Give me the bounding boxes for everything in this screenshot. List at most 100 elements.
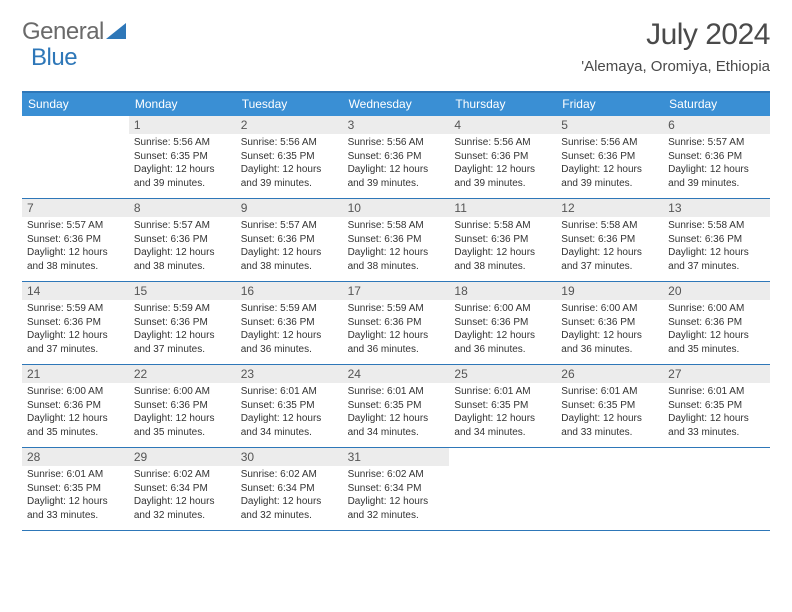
day-number: 24: [343, 365, 450, 383]
daylight-text: Daylight: 12 hours and 37 minutes.: [134, 329, 231, 356]
sunrise-text: Sunrise: 5:56 AM: [348, 136, 445, 150]
day-number: 6: [663, 116, 770, 134]
day-info: Sunrise: 6:00 AMSunset: 6:36 PMDaylight:…: [129, 383, 236, 443]
daylight-text: Daylight: 12 hours and 38 minutes.: [241, 246, 338, 273]
sunset-text: Sunset: 6:35 PM: [241, 399, 338, 413]
day-cell: 8Sunrise: 5:57 AMSunset: 6:36 PMDaylight…: [129, 199, 236, 281]
sunrise-text: Sunrise: 5:56 AM: [561, 136, 658, 150]
dow-thursday: Thursday: [449, 93, 556, 116]
day-cell: 2Sunrise: 5:56 AMSunset: 6:35 PMDaylight…: [236, 116, 343, 198]
sunset-text: Sunset: 6:36 PM: [561, 316, 658, 330]
day-number: 5: [556, 116, 663, 134]
sunrise-text: Sunrise: 5:57 AM: [134, 219, 231, 233]
day-number: 12: [556, 199, 663, 217]
day-number: 14: [22, 282, 129, 300]
day-number: 16: [236, 282, 343, 300]
sunrise-text: Sunrise: 6:02 AM: [134, 468, 231, 482]
daylight-text: Daylight: 12 hours and 33 minutes.: [561, 412, 658, 439]
day-info: Sunrise: 6:00 AMSunset: 6:36 PMDaylight:…: [663, 300, 770, 360]
sunrise-text: Sunrise: 5:56 AM: [454, 136, 551, 150]
sunrise-text: Sunrise: 5:59 AM: [241, 302, 338, 316]
sunrise-text: Sunrise: 5:59 AM: [134, 302, 231, 316]
day-number: 28: [22, 448, 129, 466]
daylight-text: Daylight: 12 hours and 38 minutes.: [348, 246, 445, 273]
sunset-text: Sunset: 6:36 PM: [454, 233, 551, 247]
day-info: Sunrise: 6:01 AMSunset: 6:35 PMDaylight:…: [343, 383, 450, 443]
sunset-text: Sunset: 6:36 PM: [134, 233, 231, 247]
day-info: Sunrise: 5:59 AMSunset: 6:36 PMDaylight:…: [129, 300, 236, 360]
sunrise-text: Sunrise: 5:58 AM: [561, 219, 658, 233]
day-info: Sunrise: 5:59 AMSunset: 6:36 PMDaylight:…: [22, 300, 129, 360]
day-cell: 15Sunrise: 5:59 AMSunset: 6:36 PMDayligh…: [129, 282, 236, 364]
sunset-text: Sunset: 6:35 PM: [668, 399, 765, 413]
sunset-text: Sunset: 6:36 PM: [27, 233, 124, 247]
sunset-text: Sunset: 6:36 PM: [561, 150, 658, 164]
sunrise-text: Sunrise: 5:56 AM: [134, 136, 231, 150]
sunrise-text: Sunrise: 6:01 AM: [561, 385, 658, 399]
day-cell: 27Sunrise: 6:01 AMSunset: 6:35 PMDayligh…: [663, 365, 770, 447]
daylight-text: Daylight: 12 hours and 38 minutes.: [27, 246, 124, 273]
day-info: Sunrise: 5:56 AMSunset: 6:35 PMDaylight:…: [236, 134, 343, 194]
dow-friday: Friday: [556, 93, 663, 116]
sunrise-text: Sunrise: 6:01 AM: [348, 385, 445, 399]
day-number: 27: [663, 365, 770, 383]
day-cell: 30Sunrise: 6:02 AMSunset: 6:34 PMDayligh…: [236, 448, 343, 530]
day-info: Sunrise: 5:57 AMSunset: 6:36 PMDaylight:…: [22, 217, 129, 277]
sunrise-text: Sunrise: 5:57 AM: [668, 136, 765, 150]
day-number: 19: [556, 282, 663, 300]
day-cell: [22, 116, 129, 198]
daylight-text: Daylight: 12 hours and 35 minutes.: [27, 412, 124, 439]
sunrise-text: Sunrise: 6:00 AM: [668, 302, 765, 316]
day-cell: 26Sunrise: 6:01 AMSunset: 6:35 PMDayligh…: [556, 365, 663, 447]
dow-sunday: Sunday: [22, 93, 129, 116]
daylight-text: Daylight: 12 hours and 39 minutes.: [668, 163, 765, 190]
daylight-text: Daylight: 12 hours and 37 minutes.: [561, 246, 658, 273]
dow-wednesday: Wednesday: [343, 93, 450, 116]
day-number: 21: [22, 365, 129, 383]
day-info: Sunrise: 5:56 AMSunset: 6:36 PMDaylight:…: [556, 134, 663, 194]
day-cell: 25Sunrise: 6:01 AMSunset: 6:35 PMDayligh…: [449, 365, 556, 447]
daylight-text: Daylight: 12 hours and 38 minutes.: [454, 246, 551, 273]
day-cell: [449, 448, 556, 530]
sunrise-text: Sunrise: 5:58 AM: [454, 219, 551, 233]
day-number: 20: [663, 282, 770, 300]
day-info: Sunrise: 5:56 AMSunset: 6:36 PMDaylight:…: [449, 134, 556, 194]
day-cell: 31Sunrise: 6:02 AMSunset: 6:34 PMDayligh…: [343, 448, 450, 530]
sunset-text: Sunset: 6:36 PM: [668, 150, 765, 164]
sunrise-text: Sunrise: 6:01 AM: [454, 385, 551, 399]
daylight-text: Daylight: 12 hours and 32 minutes.: [241, 495, 338, 522]
day-number: 8: [129, 199, 236, 217]
logo-triangle-icon: [106, 18, 126, 46]
day-number: 13: [663, 199, 770, 217]
daylight-text: Daylight: 12 hours and 39 minutes.: [348, 163, 445, 190]
daylight-text: Daylight: 12 hours and 36 minutes.: [241, 329, 338, 356]
day-info: Sunrise: 5:58 AMSunset: 6:36 PMDaylight:…: [556, 217, 663, 277]
dow-tuesday: Tuesday: [236, 93, 343, 116]
daylight-text: Daylight: 12 hours and 37 minutes.: [27, 329, 124, 356]
dow-monday: Monday: [129, 93, 236, 116]
day-number: 2: [236, 116, 343, 134]
day-cell: 11Sunrise: 5:58 AMSunset: 6:36 PMDayligh…: [449, 199, 556, 281]
day-cell: 18Sunrise: 6:00 AMSunset: 6:36 PMDayligh…: [449, 282, 556, 364]
day-cell: 19Sunrise: 6:00 AMSunset: 6:36 PMDayligh…: [556, 282, 663, 364]
day-info: Sunrise: 5:56 AMSunset: 6:35 PMDaylight:…: [129, 134, 236, 194]
day-cell: 23Sunrise: 6:01 AMSunset: 6:35 PMDayligh…: [236, 365, 343, 447]
day-info: Sunrise: 5:56 AMSunset: 6:36 PMDaylight:…: [343, 134, 450, 194]
day-number: 1: [129, 116, 236, 134]
sunset-text: Sunset: 6:36 PM: [27, 316, 124, 330]
day-number: 29: [129, 448, 236, 466]
day-number: 30: [236, 448, 343, 466]
weeks-container: 1Sunrise: 5:56 AMSunset: 6:35 PMDaylight…: [22, 116, 770, 531]
sunset-text: Sunset: 6:35 PM: [27, 482, 124, 496]
day-info: Sunrise: 5:59 AMSunset: 6:36 PMDaylight:…: [236, 300, 343, 360]
dow-saturday: Saturday: [663, 93, 770, 116]
day-info: Sunrise: 6:01 AMSunset: 6:35 PMDaylight:…: [556, 383, 663, 443]
day-cell: 1Sunrise: 5:56 AMSunset: 6:35 PMDaylight…: [129, 116, 236, 198]
daylight-text: Daylight: 12 hours and 32 minutes.: [348, 495, 445, 522]
day-cell: 29Sunrise: 6:02 AMSunset: 6:34 PMDayligh…: [129, 448, 236, 530]
sunset-text: Sunset: 6:36 PM: [348, 150, 445, 164]
daylight-text: Daylight: 12 hours and 32 minutes.: [134, 495, 231, 522]
sunset-text: Sunset: 6:34 PM: [348, 482, 445, 496]
sunset-text: Sunset: 6:36 PM: [241, 316, 338, 330]
day-number: 9: [236, 199, 343, 217]
